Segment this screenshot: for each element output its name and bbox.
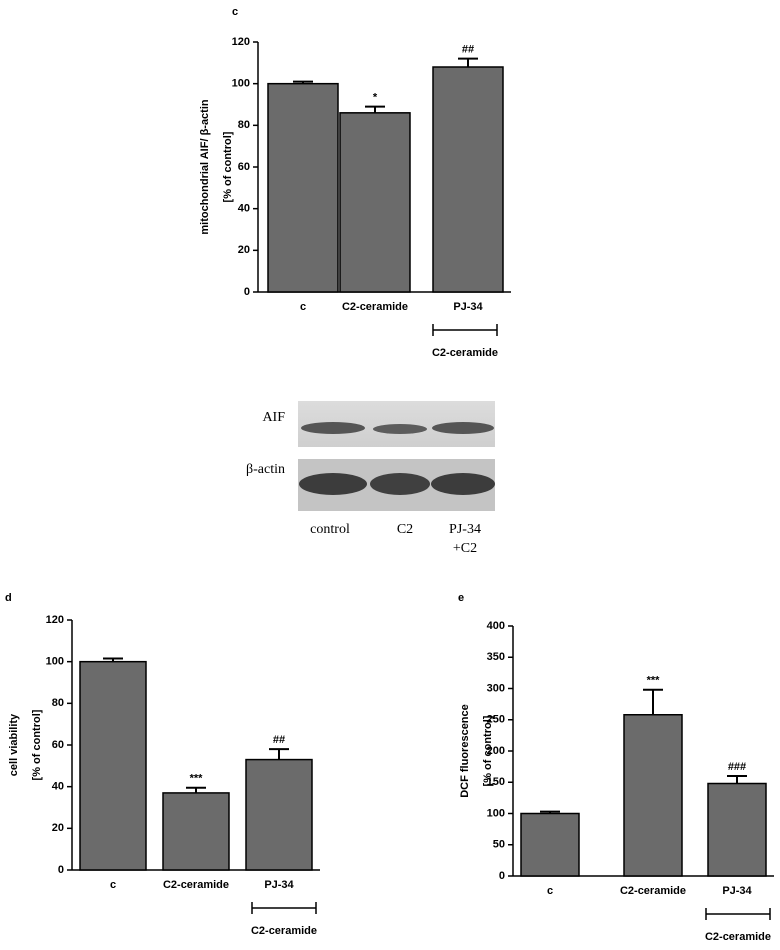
bar [162, 792, 230, 871]
x-tick-label: PJ-34 [453, 301, 483, 313]
y-tick-label: 0 [58, 864, 64, 876]
y-tick-label: 0 [499, 870, 505, 882]
blot-lane-label: control [310, 522, 350, 537]
y-tick-label: 120 [46, 614, 64, 626]
error-bar [186, 786, 206, 793]
error-bar [293, 80, 313, 84]
y-tick-label: 150 [487, 776, 505, 788]
error-bar [365, 105, 385, 113]
blot-row-label: β-actin [246, 462, 285, 477]
bar [623, 714, 683, 877]
x-tick-label: c [300, 301, 306, 313]
blot-lane-label: C2 [397, 522, 413, 537]
error-bar [103, 657, 123, 662]
y-tick-label: 40 [238, 203, 250, 215]
group-label: C2-ceramide [705, 931, 771, 943]
group-label: C2-ceramide [251, 925, 317, 937]
y-tick-label: 80 [52, 697, 64, 709]
annotation: ### [728, 761, 746, 773]
x-tick-label: C2-ceramide [163, 879, 229, 891]
y-tick-label: 100 [487, 807, 505, 819]
y-tick-label: 100 [232, 78, 250, 90]
band [373, 424, 427, 434]
annotation: *** [190, 773, 204, 785]
y-tick-label: 120 [232, 36, 250, 48]
error-bar [458, 57, 478, 67]
bar [339, 112, 411, 293]
group-label: C2-ceramide [432, 347, 498, 359]
y-tick-label: 200 [487, 745, 505, 757]
panel-letter: e [458, 592, 464, 604]
y-tick-label: 250 [487, 714, 505, 726]
annotation: *** [647, 675, 661, 687]
bar [245, 758, 313, 871]
bar [267, 82, 339, 293]
band [370, 473, 430, 495]
annotation: ## [273, 734, 285, 746]
panel-letter: c [232, 6, 238, 18]
y-axis-label: [% of control] [482, 715, 494, 786]
y-tick-label: 60 [238, 161, 250, 173]
bar [520, 812, 580, 877]
y-tick-label: 80 [238, 119, 250, 131]
y-axis-label: mitochondrial AIF/ β-actin [199, 99, 211, 235]
bar [707, 782, 767, 877]
y-tick-label: 20 [238, 244, 250, 256]
x-tick-label: C2-ceramide [620, 885, 686, 897]
x-tick-label: c [547, 885, 553, 897]
error-bar [269, 748, 289, 760]
y-tick-label: 20 [52, 822, 64, 834]
x-tick-label: c [110, 879, 116, 891]
x-tick-label: PJ-34 [722, 885, 752, 897]
bar [79, 660, 147, 871]
band [301, 422, 365, 434]
y-tick-label: 60 [52, 739, 64, 751]
group-bracket [251, 902, 317, 914]
annotation: ## [462, 44, 474, 56]
y-tick-label: 100 [46, 656, 64, 668]
group-bracket [432, 324, 498, 336]
y-tick-label: 0 [244, 286, 250, 298]
group-bracket [705, 908, 771, 920]
y-tick-label: 300 [487, 682, 505, 694]
blot-lane-label: PJ-34 [449, 522, 481, 537]
y-tick-label: 400 [487, 620, 505, 632]
annotation: * [373, 91, 378, 103]
blot-lane-label: +C2 [453, 541, 477, 556]
bar [432, 66, 504, 293]
band [299, 473, 367, 495]
x-tick-label: C2-ceramide [342, 301, 408, 313]
error-bar [727, 775, 747, 784]
error-bar [540, 810, 560, 814]
error-bar [643, 688, 663, 715]
y-tick-label: 50 [493, 839, 505, 851]
y-axis-label: cell viability [8, 713, 20, 776]
x-tick-label: PJ-34 [264, 879, 294, 891]
band [431, 473, 495, 495]
y-axis-label: [% of control] [222, 131, 234, 202]
y-tick-label: 40 [52, 781, 64, 793]
panel-letter: d [5, 592, 12, 604]
y-axis-label: [% of control] [31, 709, 43, 780]
y-tick-label: 350 [487, 651, 505, 663]
blot-row-label: AIF [262, 410, 285, 425]
band [432, 422, 494, 434]
y-axis-label: DCF fluorescence [459, 704, 471, 798]
